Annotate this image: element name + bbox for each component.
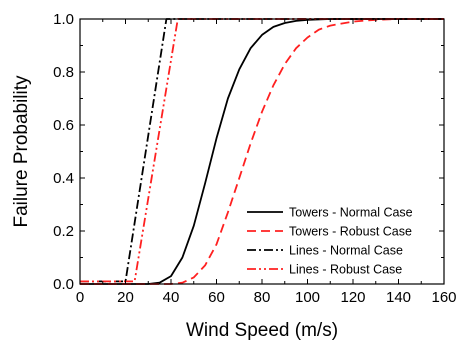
ticks-layer: 0 20 40 60 80 100 120 140 160 0.0 0.2 0.4 0.6 0.8 1.0 <box>53 11 456 306</box>
x-tick-label: 0 <box>76 289 84 306</box>
y-tick-label: 0.8 <box>53 64 74 81</box>
x-tick-label: 160 <box>431 289 456 306</box>
x-tick-label: 100 <box>295 289 320 306</box>
legend-label-2: Towers - Robust Case <box>289 225 412 239</box>
legend: Towers - Normal Case Towers - Robust Case… <box>247 206 413 277</box>
x-tick-label: 120 <box>340 289 365 306</box>
legend-label-1: Towers - Normal Case <box>289 206 413 220</box>
y-tick-label: 0.0 <box>53 276 74 293</box>
legend-label-3: Lines - Normal Case <box>289 244 403 258</box>
y-tick-label: 0.4 <box>53 170 74 187</box>
y-tick-label: 0.2 <box>53 223 74 240</box>
x-tick-label: 80 <box>254 289 271 306</box>
x-tick-label: 140 <box>386 289 411 306</box>
y-tick-label: 0.6 <box>53 117 74 134</box>
x-axis-title: Wind Speed (m/s) <box>186 320 338 341</box>
x-tick-label: 60 <box>208 289 225 306</box>
series-line-3 <box>80 18 444 283</box>
x-tick-label: 40 <box>163 289 180 306</box>
y-tick-label: 1.0 <box>53 11 74 28</box>
series-line-4 <box>80 18 444 283</box>
x-tick-label: 20 <box>117 289 134 306</box>
y-axis-title: Failure Probability <box>11 75 32 228</box>
legend-label-4: Lines - Robust Case <box>289 263 402 277</box>
series-line-2 <box>80 18 444 285</box>
